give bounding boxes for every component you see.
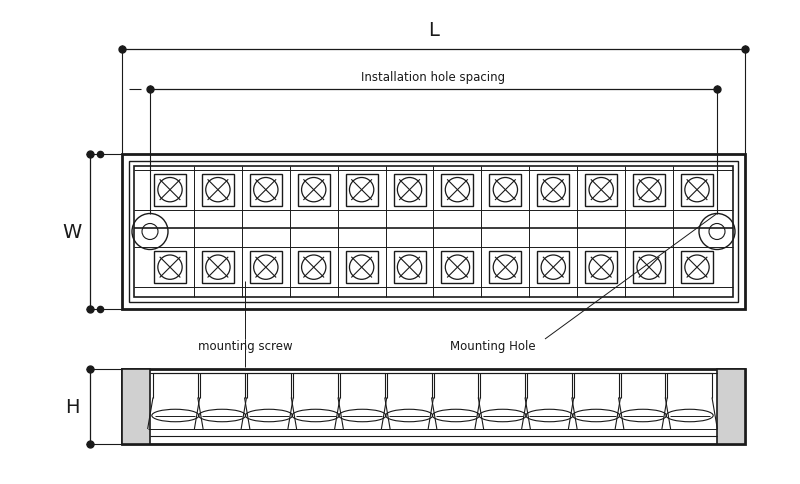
Bar [538, 174, 570, 206]
Bar [394, 252, 426, 284]
Bar [298, 174, 330, 206]
Bar [394, 174, 426, 206]
Bar [633, 174, 665, 206]
Bar [538, 252, 570, 284]
Bar [134, 166, 733, 297]
Bar [717, 369, 745, 444]
Bar [154, 252, 186, 284]
Bar [250, 174, 282, 206]
Bar [442, 252, 474, 284]
Bar [202, 252, 234, 284]
Text: Mounting Hole: Mounting Hole [450, 339, 536, 352]
Bar [681, 252, 713, 284]
Bar [154, 174, 186, 206]
Bar [585, 252, 617, 284]
Bar [122, 155, 745, 309]
Bar [346, 174, 378, 206]
Bar [442, 174, 474, 206]
Bar [585, 174, 617, 206]
Text: Installation hole spacing: Installation hole spacing [362, 71, 506, 84]
Bar [681, 174, 713, 206]
Bar [122, 369, 150, 444]
Text: W: W [62, 223, 82, 242]
Bar [202, 174, 234, 206]
Bar [490, 174, 522, 206]
Bar [490, 252, 522, 284]
Bar [298, 252, 330, 284]
Bar [250, 252, 282, 284]
Bar [633, 252, 665, 284]
Bar [129, 162, 738, 302]
Text: H: H [65, 397, 79, 416]
Text: L: L [428, 21, 439, 40]
Bar [346, 252, 378, 284]
Bar [122, 369, 745, 444]
Text: mounting screw: mounting screw [198, 339, 292, 352]
